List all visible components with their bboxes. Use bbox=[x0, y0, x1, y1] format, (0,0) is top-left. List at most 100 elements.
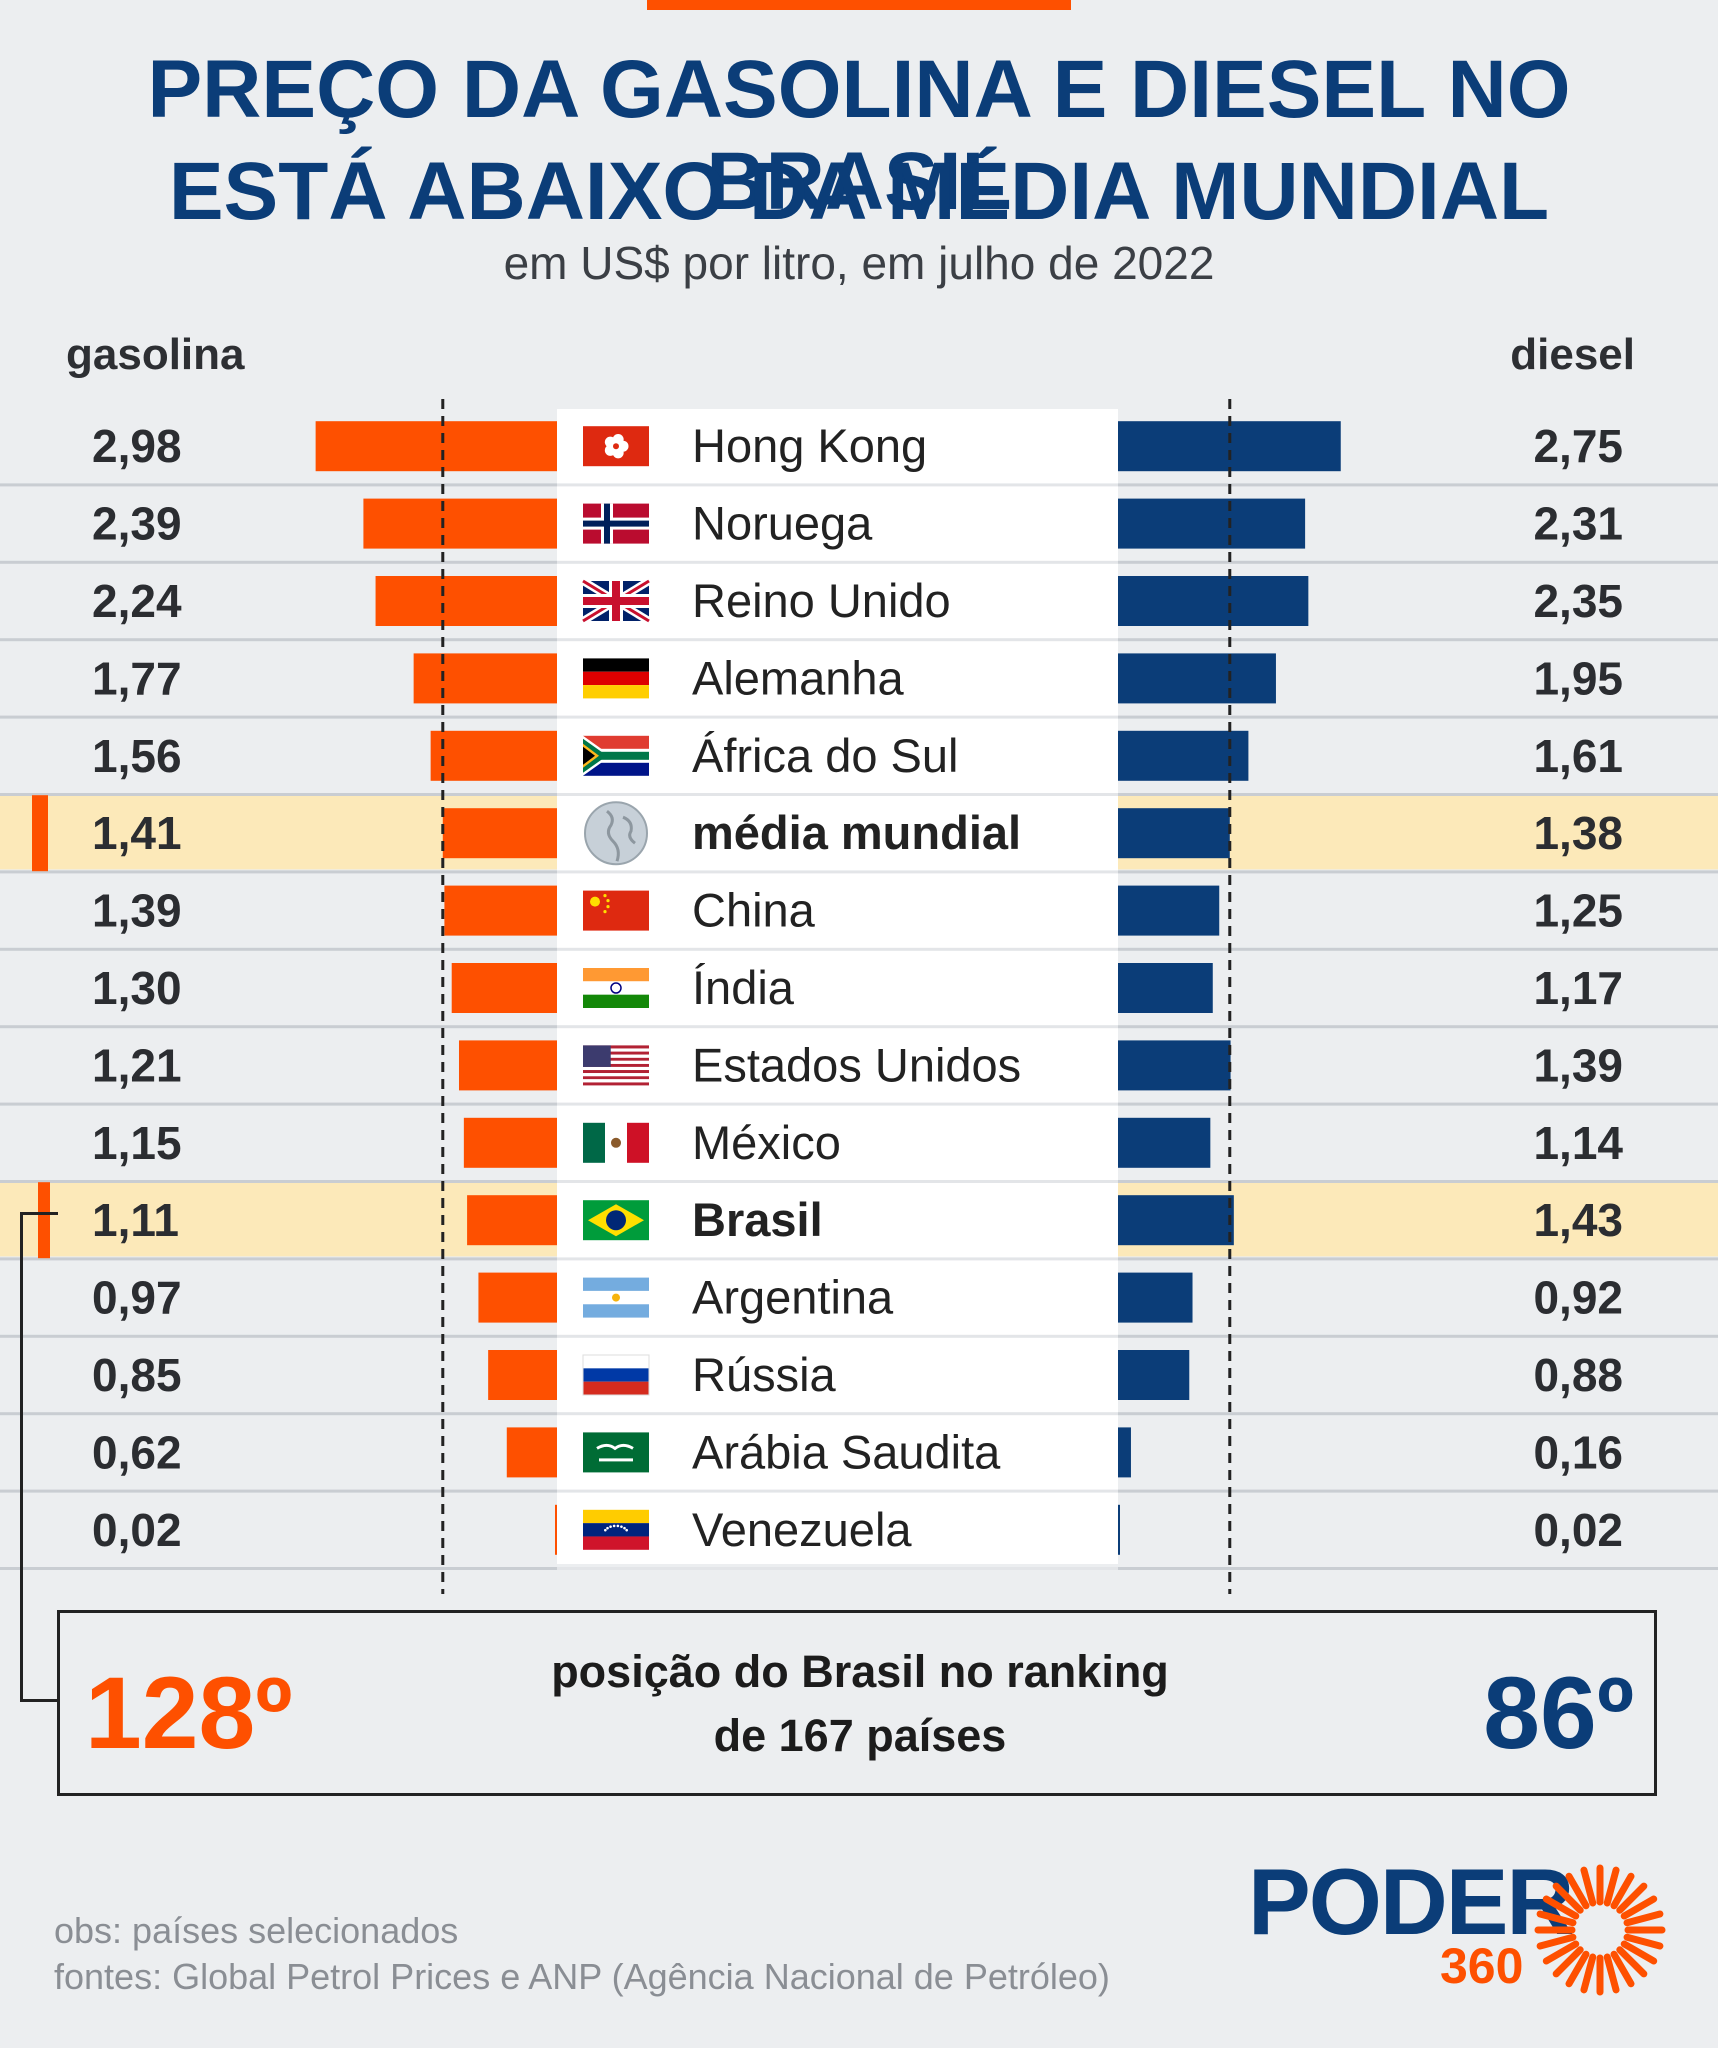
brazil-flag-icon bbox=[583, 1200, 649, 1241]
logo-sun-icon bbox=[1534, 1864, 1666, 1996]
top-accent-bar bbox=[647, 0, 1071, 10]
diesel-bar bbox=[1118, 1350, 1190, 1400]
diesel-value-label: 1,14 bbox=[1533, 1117, 1623, 1169]
diesel-bar bbox=[1118, 1117, 1211, 1168]
country-label: Rússia bbox=[692, 1348, 837, 1401]
diesel-value-label: 1,25 bbox=[1533, 885, 1623, 937]
footer-sources: fontes: Global Petrol Prices e ANP (Agên… bbox=[54, 1956, 1110, 1997]
diesel-bar bbox=[1118, 963, 1213, 1013]
sun-ray bbox=[1565, 1872, 1590, 1910]
diesel-bar bbox=[1118, 653, 1276, 704]
gasoline-value-label: 1,41 bbox=[92, 807, 182, 859]
sun-ray bbox=[1580, 1953, 1597, 1994]
diesel-bar bbox=[1118, 885, 1220, 936]
gasoline-bar bbox=[463, 1117, 557, 1168]
country-label: Venezuela bbox=[692, 1503, 912, 1556]
venezuela-flag-icon bbox=[583, 1509, 649, 1550]
country-label: Índia bbox=[692, 961, 795, 1014]
panel-separator bbox=[557, 1180, 1118, 1183]
diesel-value-label: 1,38 bbox=[1533, 807, 1623, 859]
diesel-bar bbox=[1118, 576, 1309, 626]
gasoline-bar bbox=[430, 730, 557, 781]
gasoline-bar bbox=[375, 576, 557, 626]
country-label: Arábia Saudita bbox=[692, 1425, 1001, 1478]
diesel-value-label: 0,16 bbox=[1533, 1426, 1623, 1478]
gasoline-value-label: 1,39 bbox=[92, 885, 182, 937]
diesel-value-label: 2,31 bbox=[1533, 498, 1623, 550]
country-label: Estados Unidos bbox=[692, 1038, 1021, 1091]
ranking-box bbox=[57, 1610, 1657, 1796]
panel-separator bbox=[557, 947, 1118, 951]
gasoline-rank: 128º bbox=[85, 1656, 293, 1770]
sun-ray bbox=[1620, 1940, 1658, 1965]
diesel-column-header: diesel bbox=[1510, 330, 1635, 379]
title-line-1: PREÇO DA GASOLINA E DIESEL NO BRASIL bbox=[147, 44, 1571, 227]
country-label: Noruega bbox=[692, 497, 873, 550]
panel-separator bbox=[557, 1257, 1118, 1261]
sun-ray bbox=[1610, 1950, 1635, 1988]
gasoline-value-label: 1,11 bbox=[92, 1194, 179, 1246]
gasoline-bar bbox=[413, 653, 557, 704]
panel-separator bbox=[557, 638, 1118, 642]
norway-flag-icon bbox=[583, 503, 649, 544]
sun-ray bbox=[1536, 1910, 1577, 1927]
country-label: Alemanha bbox=[692, 651, 904, 704]
saudi-arabia-flag-icon bbox=[583, 1432, 649, 1473]
panel-separator bbox=[557, 1025, 1118, 1029]
diesel-bar bbox=[1118, 730, 1249, 781]
diesel-value-label: 2,35 bbox=[1533, 575, 1623, 627]
sun-ray bbox=[1552, 1882, 1584, 1914]
gasoline-value-label: 2,98 bbox=[92, 420, 182, 472]
country-panel bbox=[557, 409, 1118, 1564]
footer-note: obs: países selecionados bbox=[54, 1910, 459, 1951]
sun-ray bbox=[1603, 1953, 1620, 1994]
gasoline-value-label: 1,21 bbox=[92, 1039, 182, 1091]
hong-kong-flag-icon bbox=[583, 426, 649, 467]
gasoline-bar bbox=[444, 885, 557, 936]
country-label: Argentina bbox=[692, 1271, 894, 1324]
gasoline-value-label: 1,56 bbox=[92, 730, 182, 782]
sun-ray bbox=[1580, 1866, 1597, 1907]
panel-separator bbox=[557, 1334, 1118, 1338]
gasoline-bar bbox=[315, 421, 557, 472]
diesel-value-label: 1,17 bbox=[1533, 962, 1623, 1014]
panel-separator bbox=[557, 793, 1118, 796]
gasoline-bar bbox=[478, 1272, 557, 1323]
gasoline-value-label: 1,30 bbox=[92, 962, 182, 1014]
gasoline-bar bbox=[555, 1504, 557, 1555]
highlight-marker bbox=[32, 795, 48, 872]
country-label: Reino Unido bbox=[692, 574, 951, 627]
diesel-value-label: 0,92 bbox=[1533, 1272, 1623, 1324]
diesel-bar bbox=[1118, 1427, 1131, 1478]
argentina-flag-icon bbox=[583, 1277, 649, 1318]
gasoline-value-label: 0,85 bbox=[92, 1349, 182, 1401]
diesel-rank: 86º bbox=[1483, 1656, 1634, 1770]
diesel-bar bbox=[1118, 498, 1306, 549]
uk-flag-icon bbox=[580, 577, 652, 625]
panel-separator bbox=[557, 1489, 1118, 1493]
diesel-bar bbox=[1118, 1272, 1193, 1323]
diesel-bar bbox=[1118, 1195, 1234, 1246]
price-chart: 2,98 2,75 Hong Kong 2,39 2,31 Noruega 2,24 2,35… bbox=[0, 399, 1718, 1594]
gasoline-bar bbox=[458, 1040, 557, 1091]
sun-ray bbox=[1616, 1882, 1648, 1914]
diesel-bar bbox=[1118, 1040, 1231, 1091]
sun-ray bbox=[1542, 1895, 1580, 1920]
country-label: México bbox=[692, 1116, 841, 1169]
gasoline-value-label: 0,02 bbox=[92, 1504, 182, 1556]
sun-ray bbox=[1610, 1872, 1635, 1910]
subtitle: em US$ por litro, em julho de 2022 bbox=[503, 237, 1215, 289]
gasoline-value-label: 2,24 bbox=[92, 575, 182, 627]
diesel-value-label: 0,88 bbox=[1533, 1349, 1623, 1401]
panel-separator bbox=[557, 560, 1118, 564]
highlight-marker bbox=[38, 1182, 50, 1259]
gasoline-value-label: 1,15 bbox=[92, 1117, 182, 1169]
gasoline-bar bbox=[506, 1427, 557, 1478]
diesel-bar bbox=[1118, 1504, 1120, 1555]
russia-flag-icon bbox=[582, 1354, 650, 1396]
diesel-value-label: 1,61 bbox=[1533, 730, 1623, 782]
gasoline-bar bbox=[488, 1350, 557, 1400]
gasoline-value-label: 2,39 bbox=[92, 498, 182, 550]
panel-separator bbox=[557, 483, 1118, 487]
south-africa-flag-icon bbox=[583, 735, 649, 776]
